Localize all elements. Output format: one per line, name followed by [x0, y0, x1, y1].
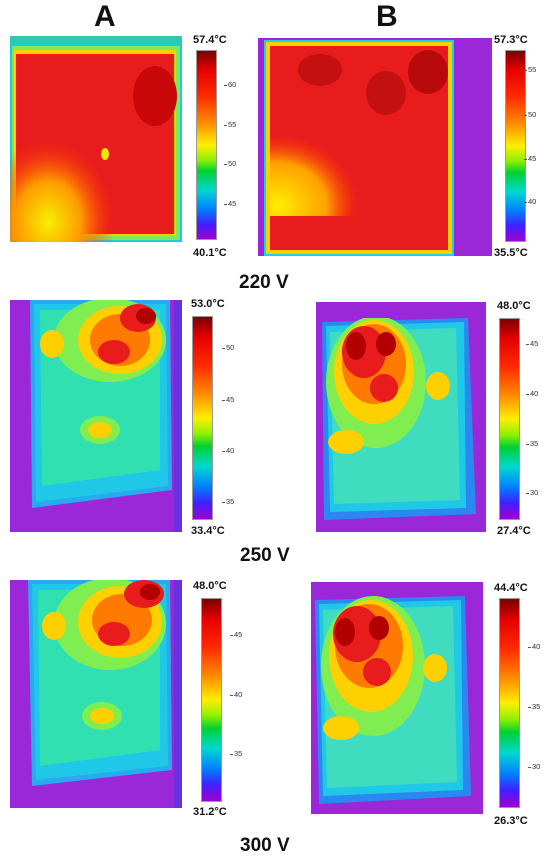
scale-tick: 30	[527, 762, 541, 771]
scale-tick: 45	[525, 339, 539, 348]
thermal-image-a-300v	[10, 580, 182, 808]
scale-tick: 50	[221, 343, 235, 352]
max-temperature-a-220v: 57.4°C	[193, 34, 227, 46]
min-temperature-a-250v: 33.4°C	[191, 525, 225, 537]
scale-tick: 50	[523, 110, 537, 119]
scale-tick: 45	[221, 395, 235, 404]
scale-tick: 45	[523, 154, 537, 163]
voltage-label-250v: 250 V	[240, 545, 290, 566]
color-scale-bar-a-250v	[192, 316, 213, 520]
min-temperature-b-250v: 27.4°C	[497, 525, 531, 537]
scale-tick: 55	[223, 120, 237, 129]
column-label-b: B	[376, 0, 398, 33]
color-scale-bar-b-250v	[499, 318, 520, 520]
scale-tick: 30	[525, 488, 539, 497]
scale-tick: 50	[223, 159, 237, 168]
scale-tick: 45	[223, 199, 237, 208]
min-temperature-a-300v: 31.2°C	[193, 806, 227, 818]
max-temperature-b-250v: 48.0°C	[497, 300, 531, 312]
color-scale-bar-a-220v	[196, 50, 217, 240]
scale-tick: 35	[221, 497, 235, 506]
min-temperature-a-220v: 40.1°C	[193, 247, 227, 259]
scale-tick: 40	[221, 446, 235, 455]
scale-tick: 55	[523, 65, 537, 74]
column-label-a: A	[94, 0, 116, 33]
scale-tick: 35	[527, 702, 541, 711]
thermal-image-a-220v	[10, 36, 182, 242]
scale-tick: 35	[229, 749, 243, 758]
thermal-image-b-300v	[311, 582, 483, 814]
min-temperature-b-220v: 35.5°C	[494, 247, 528, 259]
thermal-image-a-250v	[10, 300, 182, 532]
max-temperature-b-220v: 57.3°C	[494, 34, 528, 46]
color-scale-bar-b-300v	[499, 598, 520, 808]
scale-tick: 40	[525, 389, 539, 398]
color-scale-bar-b-220v	[505, 50, 526, 242]
max-temperature-a-250v: 53.0°C	[191, 298, 225, 310]
color-scale-bar-a-300v	[201, 598, 222, 802]
voltage-label-300v: 300 V	[240, 835, 290, 856]
scale-tick: 45	[229, 630, 243, 639]
max-temperature-b-300v: 44.4°C	[494, 582, 528, 594]
voltage-label-220v: 220 V	[239, 272, 289, 293]
thermal-image-b-250v	[316, 302, 486, 532]
scale-tick: 40	[523, 197, 537, 206]
scale-tick: 40	[229, 690, 243, 699]
thermal-image-b-220v	[258, 38, 492, 256]
min-temperature-b-300v: 26.3°C	[494, 815, 528, 827]
scale-tick: 40	[527, 642, 541, 651]
scale-tick: 60	[223, 80, 237, 89]
scale-tick: 35	[525, 439, 539, 448]
max-temperature-a-300v: 48.0°C	[193, 580, 227, 592]
